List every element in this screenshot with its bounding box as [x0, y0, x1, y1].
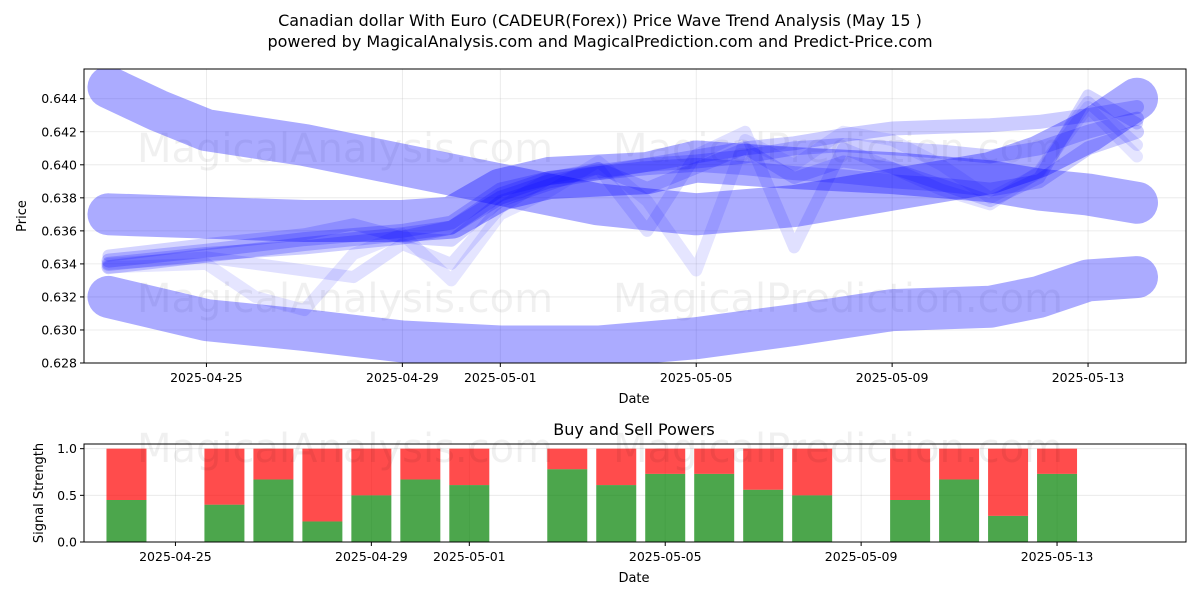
buy-bar — [939, 479, 980, 542]
price-y-tick-label: 0.640 — [41, 157, 77, 172]
price-y-tick-label: 0.630 — [41, 322, 77, 337]
price-y-tick-label: 0.628 — [41, 356, 77, 371]
power-x-tick-label: 2025-05-09 — [825, 549, 898, 564]
sell-bar — [939, 448, 980, 480]
buy-bar — [596, 485, 637, 542]
power-x-tick-label: 2025-05-13 — [1021, 549, 1094, 564]
power-x-tick-label: 2025-04-29 — [335, 549, 408, 564]
wave-band-3 — [87, 256, 1158, 363]
price-y-tick-label: 0.634 — [41, 256, 77, 271]
watermark-bottom-right: MagicalPrediction.com — [613, 426, 1063, 472]
price-x-tick-label: 2025-04-25 — [170, 370, 243, 385]
price-y-tick-label: 0.636 — [41, 223, 77, 238]
sell-bar — [400, 448, 441, 480]
price-y-tick-label: 0.644 — [41, 91, 77, 106]
power-x-tick-label: 2025-05-05 — [629, 549, 702, 564]
price-y-ticks: 0.628 0.630 0.632 0.634 0.636 0.638 0.640 0.642… — [41, 91, 84, 371]
price-x-tick-label: 2025-05-05 — [660, 370, 733, 385]
sell-bar — [792, 448, 833, 496]
wave-band-1 — [87, 69, 1158, 236]
buy-bar — [743, 489, 784, 542]
price-y-tick-label: 0.638 — [41, 190, 77, 205]
watermark-mid-right: MagicalPrediction.com — [613, 276, 1063, 322]
buy-bar — [890, 500, 931, 542]
sell-bar — [694, 448, 735, 474]
wave-band-5 — [101, 111, 1144, 268]
wave-band-4 — [101, 100, 1144, 271]
sell-bar — [890, 448, 931, 500]
sell-bar — [253, 448, 294, 480]
power-y-tick-label: 0.0 — [57, 535, 77, 550]
buy-bar — [351, 495, 392, 542]
power-axes-frame — [83, 443, 1187, 543]
buy-bar — [449, 485, 490, 542]
buy-bar — [302, 521, 343, 542]
buy-bar — [204, 504, 245, 542]
buy-bar — [792, 495, 833, 542]
wave-band-6 — [101, 124, 1144, 275]
price-x-axis-label: Date — [618, 392, 649, 407]
power-x-axis-label: Date — [618, 571, 649, 586]
power-panel: Buy and Sell Powers MagicalAnalysis.com … — [32, 420, 1187, 586]
price-x-tick-label: 2025-05-09 — [856, 370, 929, 385]
wave-band-2 — [87, 140, 1158, 242]
price-x-tick-label: 2025-05-13 — [1052, 370, 1125, 385]
power-x-tick-label: 2025-05-01 — [433, 549, 506, 564]
sell-bar — [596, 448, 637, 486]
power-panel-title: Buy and Sell Powers — [553, 420, 715, 439]
price-y-tick-label: 0.632 — [41, 289, 77, 304]
price-x-tick-label: 2025-04-29 — [366, 370, 439, 385]
buy-bar — [253, 479, 294, 542]
power-y-tick-label: 1.0 — [57, 441, 77, 456]
price-panel: MagicalAnalysis.com MagicalPrediction.co… — [15, 68, 1187, 407]
buy-bar — [106, 500, 147, 542]
buy-bar — [1037, 473, 1078, 542]
buy-bar — [645, 473, 686, 542]
price-grid — [84, 69, 1186, 364]
buy-bar — [694, 473, 735, 542]
price-axes-frame — [83, 68, 1187, 364]
buy-bar — [400, 479, 441, 542]
power-y-axis-label: Signal Strength — [32, 443, 47, 543]
sell-bar — [204, 448, 245, 505]
chart-title-line2: powered by MagicalAnalysis.com and Magic… — [267, 32, 932, 51]
watermark-top-left: MagicalAnalysis.com — [137, 126, 553, 172]
sell-bar — [106, 448, 147, 500]
sell-bar — [988, 448, 1029, 516]
sell-bar — [743, 448, 784, 490]
sell-bar — [449, 448, 490, 486]
sell-bar — [547, 448, 588, 470]
sell-bar — [1037, 448, 1078, 474]
buy-bar — [547, 469, 588, 542]
wave-bands — [87, 69, 1158, 363]
price-y-tick-label: 0.642 — [41, 124, 77, 139]
watermark-bottom-left: MagicalAnalysis.com — [137, 426, 553, 472]
power-x-tick-label: 2025-04-25 — [139, 549, 212, 564]
power-bars — [106, 448, 1078, 542]
power-y-tick-label: 0.5 — [57, 488, 77, 503]
chart-title-line1: Canadian dollar With Euro (CADEUR(Forex)… — [278, 11, 922, 30]
wave-band-8 — [102, 96, 1143, 284]
sell-bar — [351, 448, 392, 496]
price-x-ticks: 2025-04-25 2025-04-29 2025-05-01 2025-05-05… — [170, 363, 1124, 385]
watermark-mid-left: MagicalAnalysis.com — [137, 276, 553, 322]
wave-band-9 — [102, 101, 1143, 317]
price-x-tick-label: 2025-05-01 — [464, 370, 537, 385]
power-x-ticks: 2025-04-25 2025-04-29 2025-05-01 2025-05-05… — [139, 542, 1093, 564]
wave-band-7 — [102, 89, 1143, 262]
price-y-axis-label: Price — [15, 200, 30, 232]
watermark-top-right: MagicalPrediction.com — [613, 126, 1063, 172]
sell-bar — [302, 448, 343, 522]
buy-bar — [988, 515, 1029, 542]
sell-bar — [645, 448, 686, 474]
power-y-ticks: 0.0 0.5 1.0 — [57, 441, 84, 550]
